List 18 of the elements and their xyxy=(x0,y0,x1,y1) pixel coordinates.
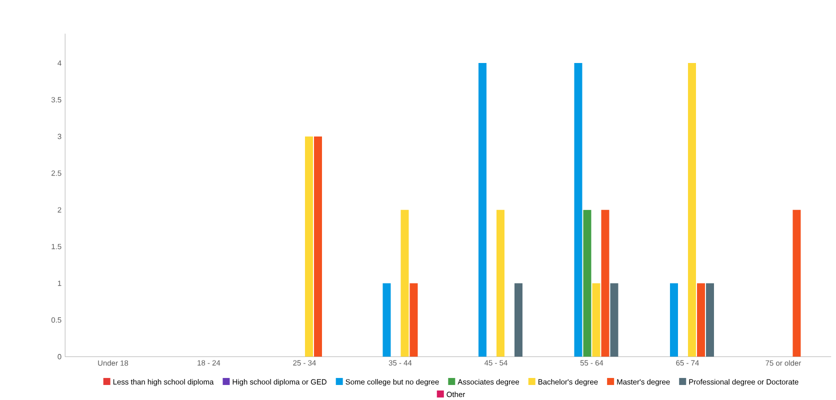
bar xyxy=(400,210,409,357)
bar xyxy=(706,283,714,357)
bar xyxy=(601,210,610,357)
bar xyxy=(478,63,486,357)
bar xyxy=(696,283,705,357)
bar xyxy=(410,283,418,357)
bar xyxy=(574,63,582,357)
bar xyxy=(314,136,322,357)
bar xyxy=(792,210,801,357)
bar xyxy=(496,210,504,357)
bar xyxy=(670,283,678,357)
bar xyxy=(304,136,313,357)
bar xyxy=(382,283,391,357)
bar xyxy=(610,283,618,357)
bar xyxy=(583,210,592,357)
bar xyxy=(514,283,522,357)
bar xyxy=(592,283,600,357)
bar xyxy=(688,63,696,357)
